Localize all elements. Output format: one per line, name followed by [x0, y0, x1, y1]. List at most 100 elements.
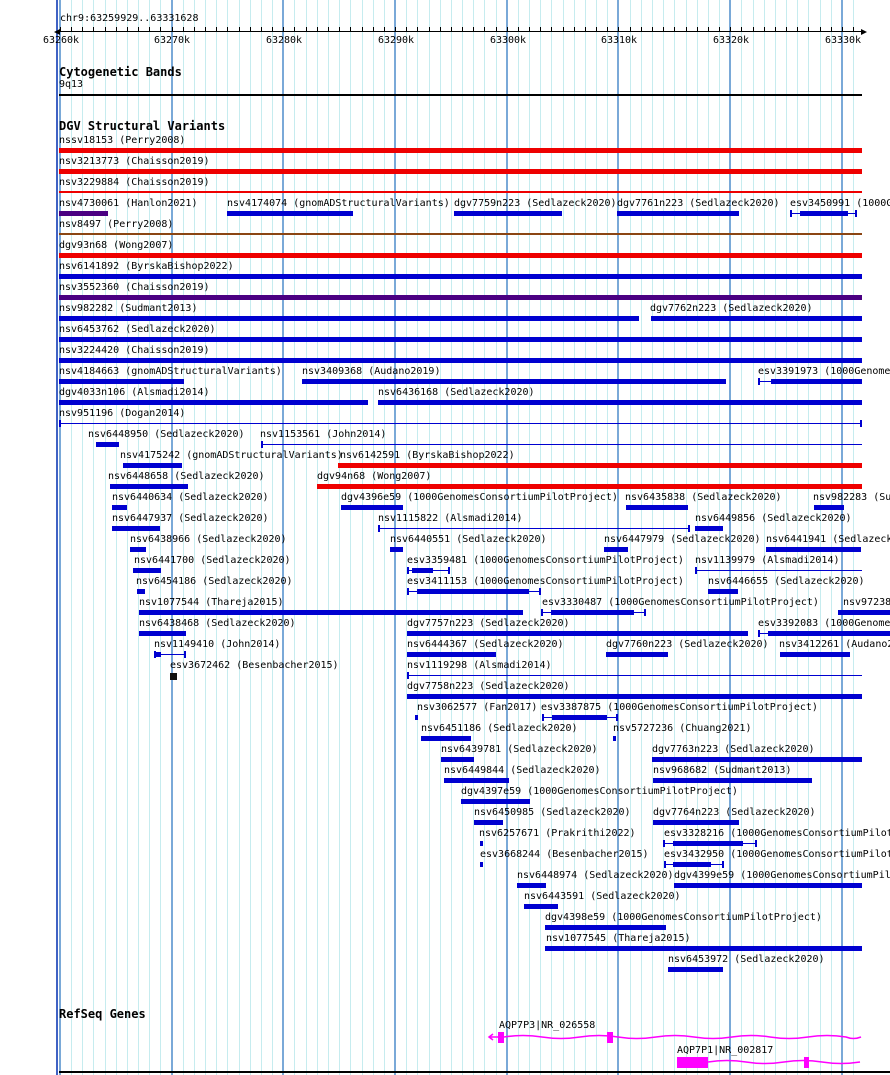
variant-bar[interactable]: [261, 444, 862, 445]
variant-bar[interactable]: [441, 757, 474, 762]
variant-bar[interactable]: [653, 778, 812, 783]
variant-label[interactable]: nsv982283 (Sudmant2013): [813, 492, 890, 503]
variant-label[interactable]: esv3450991 (1000GenomesConsortiumPilotPr…: [790, 198, 890, 209]
variant-bar[interactable]: [760, 633, 768, 634]
variant-label[interactable]: dgv4396e59 (1000GenomesConsortiumPilotPr…: [341, 492, 618, 503]
variant-bar[interactable]: [644, 609, 646, 616]
variant-label[interactable]: nsv982282 (Sudmant2013): [59, 303, 198, 314]
variant-label[interactable]: nsv6142591 (ByrskaBishop2022): [340, 450, 515, 461]
gene-label[interactable]: AQP7P1|NR_002817: [677, 1045, 774, 1056]
variant-bar[interactable]: [338, 463, 862, 468]
variant-label[interactable]: nsv3412261 (Audano2019): [779, 639, 890, 650]
variant-bar[interactable]: [155, 654, 185, 655]
variant-bar[interactable]: [415, 715, 418, 720]
variant-label[interactable]: dgv4033n106 (Alsmadi2014): [59, 387, 210, 398]
variant-label[interactable]: nsv6449844 (Sedlazeck2020): [444, 765, 601, 776]
variant-label[interactable]: nsv6443591 (Sedlazeck2020): [524, 891, 681, 902]
variant-label[interactable]: nsv1077544 (Thareja2015): [139, 597, 284, 608]
variant-label[interactable]: nsv4174074 (gnomADStructuralVariants): [227, 198, 450, 209]
variant-label[interactable]: nsv6447979 (Sedlazeck2020): [604, 534, 761, 545]
variant-bar[interactable]: [448, 567, 450, 574]
variant-bar[interactable]: [604, 547, 628, 552]
variant-bar[interactable]: [613, 736, 616, 741]
variant-bar[interactable]: [551, 610, 634, 615]
variant-label[interactable]: nsv3062577 (Fan2017): [417, 702, 538, 713]
variant-label[interactable]: dgv7760n223 (Sedlazeck2020): [606, 639, 769, 650]
variant-bar[interactable]: [390, 547, 403, 552]
variant-bar[interactable]: [652, 757, 862, 762]
variant-label[interactable]: esv3392083 (1000GenomesConsortiumPilotPr…: [758, 618, 890, 629]
variant-bar[interactable]: [688, 525, 690, 532]
variant-label[interactable]: dgv7764n223 (Sedlazeck2020): [653, 807, 816, 818]
variant-label[interactable]: nsv1149410 (John2014): [154, 639, 281, 650]
variant-bar[interactable]: [760, 381, 771, 382]
variant-label[interactable]: nsv6436168 (Sedlazeck2020): [378, 387, 535, 398]
variant-label[interactable]: nsv6141892 (ByrskaBishop2022): [59, 261, 234, 272]
variant-label[interactable]: esv3328216 (1000GenomesConsortiumPilotPr…: [664, 828, 890, 839]
variant-label[interactable]: esv3330487 (1000GenomesConsortiumPilotPr…: [542, 597, 819, 608]
variant-bar[interactable]: [480, 841, 483, 846]
variant-label[interactable]: nsv6446655 (Sedlazeck2020): [708, 576, 865, 587]
variant-bar[interactable]: [651, 316, 862, 321]
variant-bar[interactable]: [59, 316, 639, 321]
variant-bar[interactable]: [112, 526, 160, 531]
variant-bar[interactable]: [708, 589, 738, 594]
variant-label[interactable]: dgv4399e59 (1000GenomesConsortiumPilotPr…: [674, 870, 890, 881]
variant-bar[interactable]: [524, 904, 558, 909]
cytoband-bar[interactable]: [59, 94, 862, 96]
variant-label[interactable]: dgv7763n223 (Sedlazeck2020): [652, 744, 815, 755]
variant-bar[interactable]: [800, 211, 848, 216]
variant-label[interactable]: nsv6451186 (Sedlazeck2020): [421, 723, 578, 734]
variant-bar[interactable]: [626, 505, 688, 510]
variant-label[interactable]: nssv18153 (Perry2008): [59, 135, 186, 146]
variant-label[interactable]: nsv6448658 (Sedlazeck2020): [108, 471, 265, 482]
variant-bar[interactable]: [673, 841, 743, 846]
variant-bar[interactable]: [59, 211, 108, 216]
variant-bar[interactable]: [59, 253, 862, 258]
variant-bar[interactable]: [59, 337, 862, 342]
variant-bar[interactable]: [59, 274, 862, 279]
variant-bar[interactable]: [668, 967, 723, 972]
variant-bar[interactable]: [545, 946, 862, 951]
variant-label[interactable]: nsv6453972 (Sedlazeck2020): [668, 954, 825, 965]
variant-label[interactable]: nsv8497 (Perry2008): [59, 219, 174, 230]
variant-label[interactable]: nsv6449856 (Sedlazeck2020): [695, 513, 852, 524]
variant-bar[interactable]: [696, 570, 862, 571]
gene-label[interactable]: AQP7P3|NR_026558: [499, 1020, 596, 1031]
variant-bar[interactable]: [408, 675, 862, 676]
variant-bar[interactable]: [780, 652, 850, 657]
variant-bar[interactable]: [139, 631, 186, 636]
variant-bar[interactable]: [454, 211, 562, 216]
variant-bar[interactable]: [653, 820, 739, 825]
gene-exon[interactable]: [677, 1057, 708, 1068]
variant-bar[interactable]: [790, 210, 792, 217]
variant-bar[interactable]: [552, 715, 607, 720]
variant-bar[interactable]: [474, 820, 503, 825]
variant-bar[interactable]: [758, 630, 760, 637]
variant-label[interactable]: nsv6444367 (Sedlazeck2020): [407, 639, 564, 650]
variant-label[interactable]: dgv94n68 (Wong2007): [317, 471, 432, 482]
variant-bar[interactable]: [771, 379, 862, 384]
variant-label[interactable]: nsv951196 (Dogan2014): [59, 408, 186, 419]
variant-bar[interactable]: [616, 714, 618, 721]
variant-label[interactable]: nsv6447937 (Sedlazeck2020): [112, 513, 269, 524]
variant-bar[interactable]: [407, 631, 748, 636]
variant-bar[interactable]: [421, 736, 471, 741]
variant-bar[interactable]: [59, 379, 184, 384]
variant-bar[interactable]: [59, 191, 862, 193]
variant-bar[interactable]: [59, 358, 862, 363]
gene-exon[interactable]: [804, 1057, 809, 1068]
variant-label[interactable]: dgv4397e59 (1000GenomesConsortiumPilotPr…: [461, 786, 738, 797]
variant-bar[interactable]: [461, 799, 530, 804]
variant-bar[interactable]: [755, 840, 757, 847]
variant-bar[interactable]: [302, 379, 726, 384]
variant-bar[interactable]: [227, 211, 353, 216]
variant-label[interactable]: esv3432950 (1000GenomesConsortiumPilotPr…: [664, 849, 890, 860]
variant-label[interactable]: nsv6440551 (Sedlazeck2020): [390, 534, 547, 545]
variant-bar[interactable]: [59, 233, 862, 235]
variant-bar[interactable]: [110, 484, 188, 489]
variant-label[interactable]: esv3391973 (1000GenomesConsortiumPilotPr…: [758, 366, 890, 377]
variant-bar[interactable]: [130, 547, 146, 552]
variant-bar[interactable]: [123, 463, 182, 468]
variant-label[interactable]: nsv6435838 (Sedlazeck2020): [625, 492, 782, 503]
